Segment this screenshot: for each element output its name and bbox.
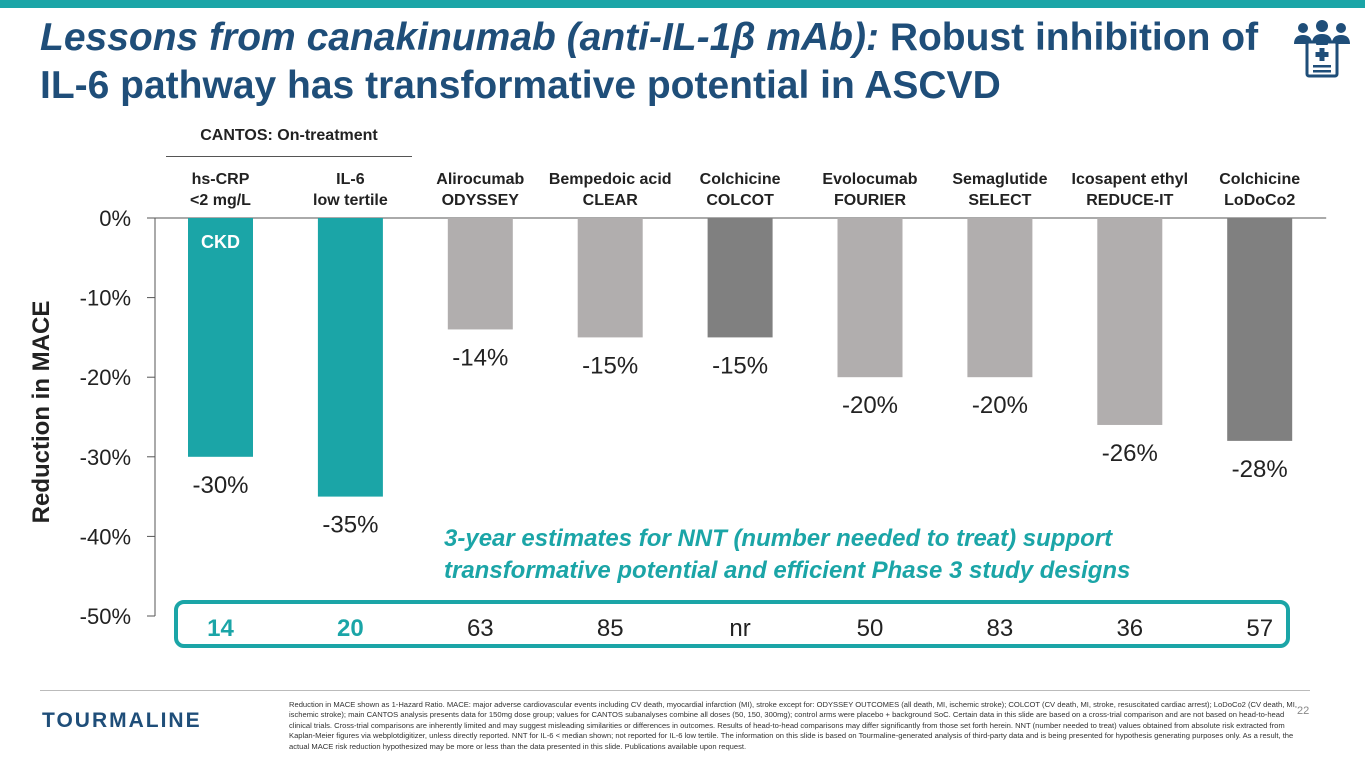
category-label: low tertile <box>313 192 388 209</box>
title-main-part: Robust inhibition of IL-6 pathway has tr… <box>40 16 1259 107</box>
page-number: 22 <box>1297 705 1310 717</box>
y-tick-label: -40% <box>80 524 131 549</box>
footer-divider <box>40 690 1310 691</box>
cantos-group-label: CANTOS: On-treatment <box>200 127 378 144</box>
nnt-value: 50 <box>857 615 884 642</box>
category-label: IL-6 <box>336 171 365 188</box>
nnt-value: 83 <box>987 615 1014 642</box>
category-label: CLEAR <box>583 192 639 209</box>
category-label: Bempedoic acid <box>549 171 672 188</box>
nnt-value: 36 <box>1116 615 1143 642</box>
category-label: Alirocumab <box>436 171 524 188</box>
data-label: -26% <box>1102 440 1158 467</box>
category-label: Colchicine <box>1219 171 1300 188</box>
slide-title: Lessons from canakinumab (anti-IL-1β mAb… <box>40 14 1270 110</box>
category-label: Colchicine <box>700 171 781 188</box>
nnt-value: 57 <box>1246 615 1273 642</box>
category-label: COLCOT <box>706 192 774 209</box>
top-accent-bar <box>0 0 1365 8</box>
category-label: hs-CRP <box>192 171 250 188</box>
medical-team-icon <box>1294 20 1350 78</box>
data-label: -15% <box>712 352 768 379</box>
ckd-annotation: CKD <box>201 232 240 252</box>
data-label: -20% <box>842 392 898 419</box>
bar <box>967 218 1033 378</box>
category-label: ODYSSEY <box>442 192 520 209</box>
data-label: -28% <box>1232 456 1288 483</box>
bar <box>707 218 773 338</box>
bar <box>577 218 643 338</box>
y-tick-label: 0% <box>99 206 131 231</box>
category-label: FOURIER <box>834 192 906 209</box>
mace-reduction-chart: 0% -10% -20% -30% -40% -50% hs-CRP <2 mg/L -30% 1… <box>80 171 1327 642</box>
category-label: Semaglutide <box>952 171 1047 188</box>
category-label: SELECT <box>968 192 1031 209</box>
nnt-value: 20 <box>337 615 364 642</box>
data-label: -20% <box>972 392 1028 419</box>
data-label: -30% <box>192 472 248 499</box>
category-label: REDUCE-IT <box>1086 192 1173 209</box>
y-tick-label: -50% <box>80 604 131 629</box>
category-label: Icosapent ethyl <box>1072 171 1188 188</box>
bar <box>447 218 513 330</box>
data-label: -15% <box>582 352 638 379</box>
footnote: Reduction in MACE shown as 1-Hazard Rati… <box>289 700 1297 751</box>
nnt-row-box <box>174 600 1290 648</box>
bar <box>317 218 383 497</box>
bar <box>1097 218 1163 425</box>
category-label: LoDoCo2 <box>1224 192 1295 209</box>
nnt-value: 63 <box>467 615 494 642</box>
cantos-group-rule <box>166 156 412 157</box>
y-tick-label: -20% <box>80 365 131 390</box>
bar <box>1227 218 1293 441</box>
y-tick-label: -30% <box>80 445 131 470</box>
nnt-value: 14 <box>207 615 234 642</box>
category-label: Evolocumab <box>822 171 917 188</box>
bar <box>188 218 253 457</box>
title-italic-part: Lessons from canakinumab (anti-IL-1β mAb… <box>40 16 879 59</box>
nnt-value: 85 <box>597 615 624 642</box>
tourmaline-logo: TOURMALINE <box>42 709 202 732</box>
category-label: <2 mg/L <box>190 192 251 209</box>
nnt-value: nr <box>729 615 750 642</box>
nnt-callout: 3-year estimates for NNT (number needed … <box>444 525 1131 584</box>
data-label: -35% <box>322 512 378 539</box>
data-label: -14% <box>452 344 508 371</box>
y-tick-label: -10% <box>80 286 131 311</box>
bar <box>837 218 903 378</box>
